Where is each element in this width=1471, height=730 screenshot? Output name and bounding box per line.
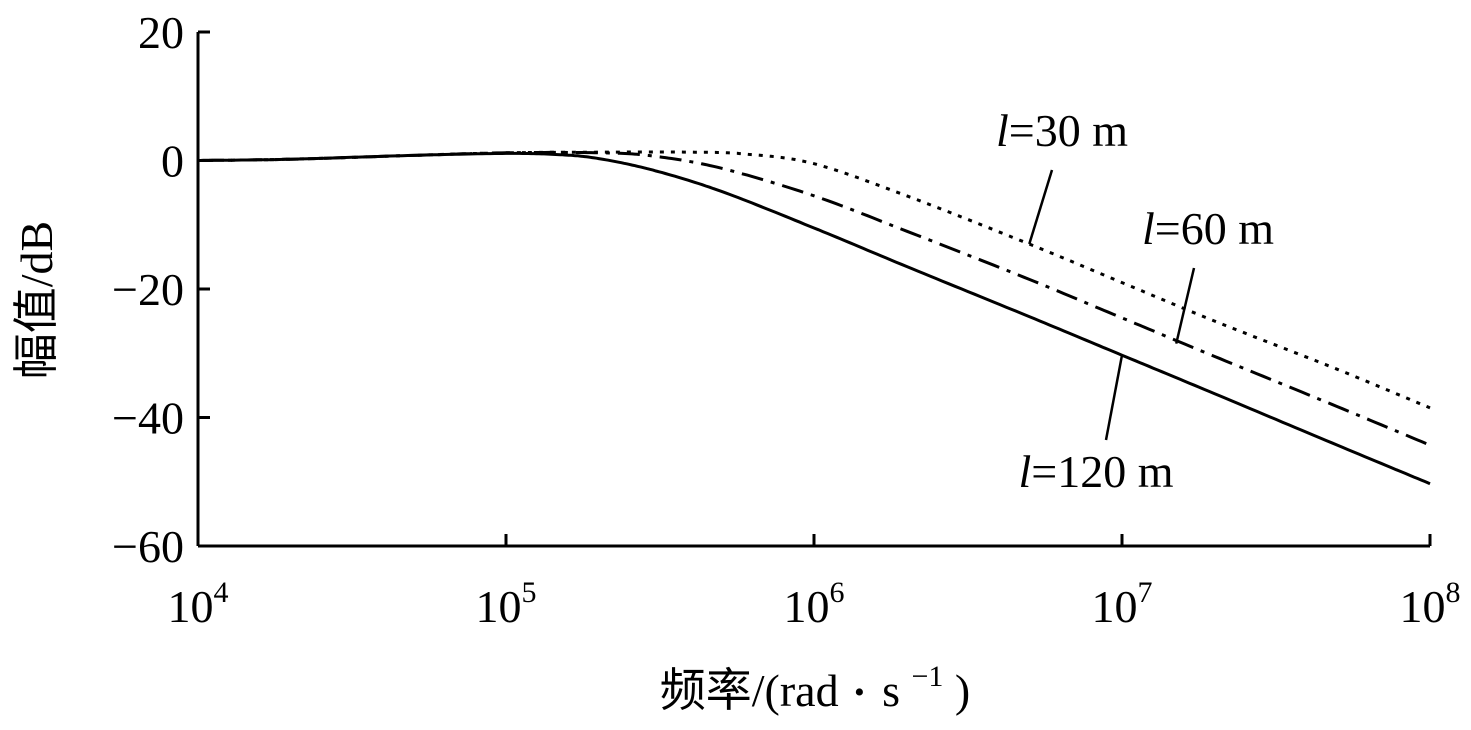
series-line-1 <box>198 150 1431 410</box>
x-tick-label: 104 <box>168 576 229 632</box>
annotation-layer: l=30 m l=60 m l=120 m <box>996 105 1274 497</box>
annotation-leader-3 <box>1104 354 1124 441</box>
series-layer <box>198 150 1431 486</box>
series-label-3: l=120 m <box>1018 446 1173 497</box>
x-axis-label-main: 频率/(rad <box>660 665 839 716</box>
axes <box>196 30 1432 548</box>
y-tick-label: 0 <box>161 136 184 187</box>
y-axis-label: 幅值/dB <box>11 221 62 379</box>
x-tick-label: 107 <box>1092 576 1153 632</box>
x-tick-label: 105 <box>476 576 537 632</box>
series-label-2: l=60 m <box>1142 203 1274 254</box>
x-tick-label: 106 <box>784 576 845 632</box>
y-tick-label: −40 <box>112 393 184 444</box>
y-tick-label: 20 <box>138 7 184 58</box>
annotation-leader-1 <box>1028 169 1054 245</box>
y-tick-label: −20 <box>112 264 184 315</box>
x-axis-label: 频率/(rad • s −1 ) <box>660 645 971 716</box>
series-line-3 <box>198 151 1431 486</box>
x-axis-label-dot: • <box>854 676 865 709</box>
y-tick-label: −60 <box>112 521 184 572</box>
x-tick-label: 108 <box>1400 576 1461 632</box>
annotation-leader-2 <box>1175 267 1196 344</box>
x-axis-label-close: ) <box>955 665 970 716</box>
series-label-1: l=30 m <box>996 105 1128 156</box>
series-line-2 <box>198 150 1431 447</box>
x-axis-label-exponent: −1 <box>912 660 944 693</box>
x-axis-label-unit: s <box>882 665 900 716</box>
